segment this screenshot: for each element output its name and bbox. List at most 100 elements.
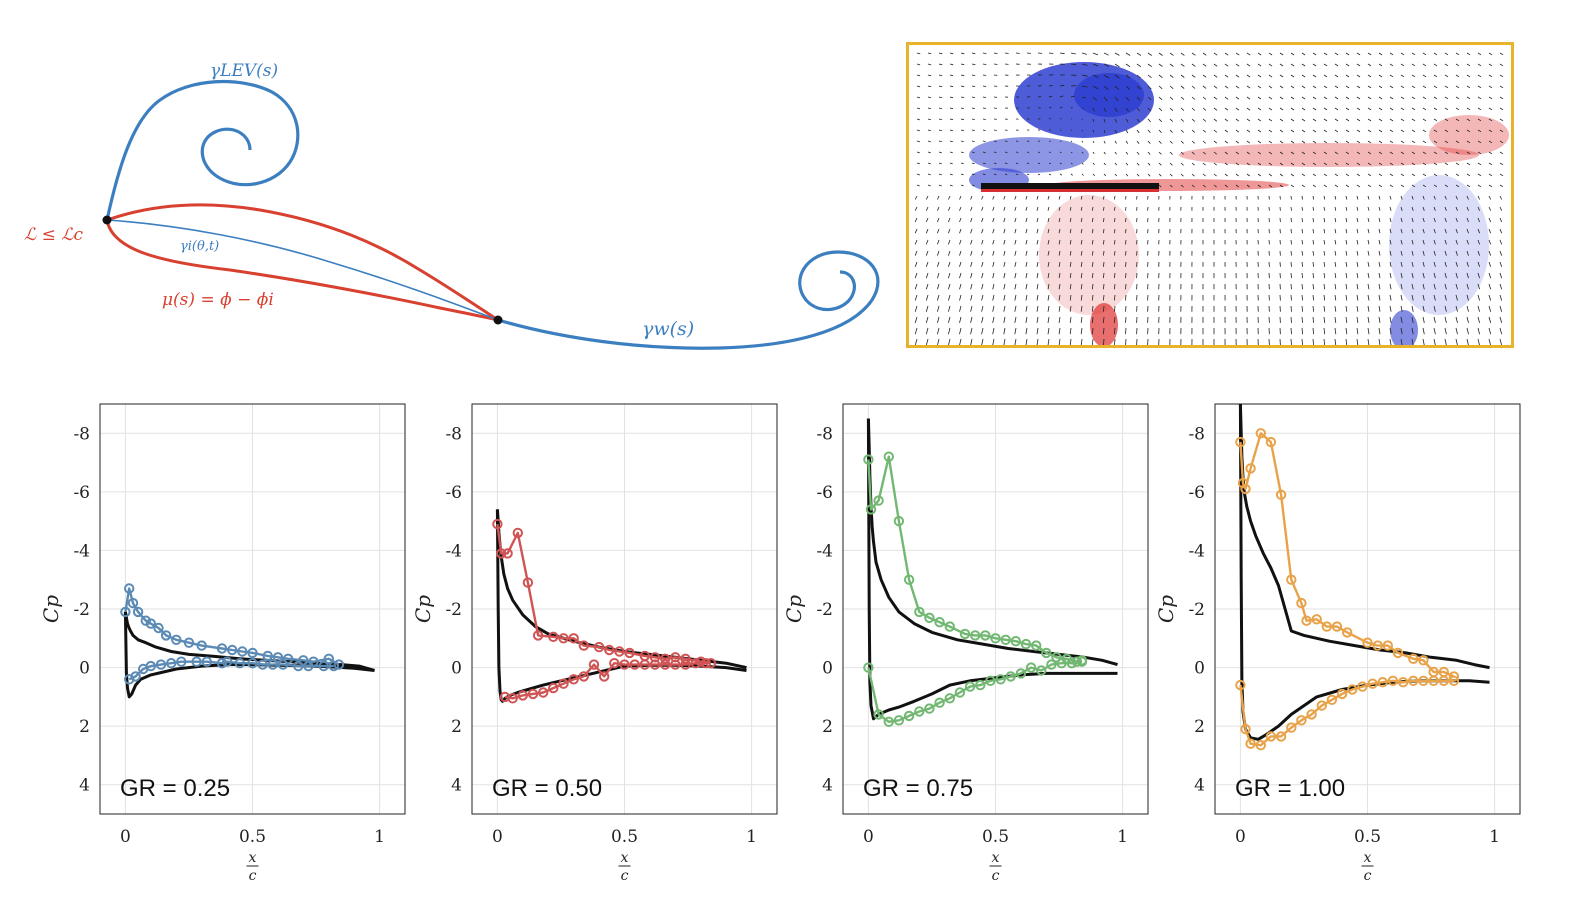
gr-label: GR = 0.50 (492, 775, 602, 802)
experiment-marker (1382, 640, 1394, 651)
y-axis-label: Cp (40, 595, 63, 623)
x-axis-label-denominator: c (992, 868, 1000, 884)
experiment-marker (1362, 637, 1373, 648)
experiment-marker (614, 646, 625, 657)
y-tick-label: -6 (73, 483, 90, 503)
gamma-i-label: γi(θ,t) (180, 239, 219, 254)
experiment-marker (578, 671, 590, 682)
experiment-marker (538, 687, 549, 698)
experiment-marker (171, 634, 182, 646)
x-axis-label-numerator: x (992, 850, 1000, 866)
experiment-marker (1245, 463, 1256, 474)
plot-content (492, 509, 747, 704)
experiment-marker (512, 527, 524, 539)
grid (472, 404, 777, 814)
experiment-marker (1306, 709, 1317, 720)
piv-vorticity-field (906, 42, 1514, 348)
grid (100, 404, 405, 814)
experiment-curve (124, 587, 340, 666)
experiment-marker (1418, 655, 1429, 666)
plot-frame (1214, 403, 1521, 815)
x-tick-label: 1 (1117, 827, 1128, 847)
x-tick-label: 0.5 (982, 827, 1009, 847)
experiment-marker (1051, 652, 1062, 663)
experiment-marker (1377, 677, 1388, 688)
y-tick-label: 0 (79, 659, 90, 679)
experiment-marker (333, 659, 345, 670)
experiment-marker (1066, 658, 1077, 669)
velocity-vectors (914, 52, 1504, 345)
experiment-marker (328, 660, 339, 672)
piv-image (914, 52, 1509, 345)
experiment-marker (914, 606, 925, 618)
experiment-marker (863, 662, 874, 673)
experiment-marker (323, 653, 334, 664)
experiment-marker (964, 681, 976, 692)
experiment-marker (599, 671, 610, 682)
y-tick-label: 2 (451, 717, 462, 737)
trailing-edge-point (493, 315, 503, 325)
x-tick-label: 0.5 (239, 827, 266, 847)
experiment-marker (903, 710, 915, 722)
experiment-marker (873, 495, 884, 506)
experiment-marker (247, 647, 258, 659)
x-axis-label-denominator: c (621, 868, 629, 884)
experiment-marker (1316, 700, 1328, 711)
experiment-marker (1296, 597, 1307, 609)
plot-frame (842, 403, 1149, 815)
x-tick-label: 0 (492, 827, 503, 847)
experiment-marker (1286, 722, 1297, 733)
cp-panel-2: 0 0.5 1 -8 -6 -4 -2 0 2 4 Cp xc GR = 0.50 (412, 403, 778, 884)
experiment-marker (670, 659, 681, 670)
experiment-marker (282, 653, 294, 664)
y-tick-label: -4 (73, 541, 90, 561)
experiment-marker (1342, 627, 1353, 638)
experiment-marker (548, 631, 559, 643)
experiment-marker (267, 659, 279, 670)
vorticity-patch (1389, 175, 1489, 315)
experiment-marker (216, 643, 228, 654)
experiment-marker (609, 658, 620, 669)
experiment-marker (1428, 675, 1439, 686)
experiment-marker (527, 688, 539, 700)
y-tick-label: -4 (445, 541, 462, 561)
y-tick-label: -8 (445, 424, 462, 444)
experiment-marker (914, 706, 925, 717)
experiment-marker (1367, 678, 1378, 689)
x-axis-label-denominator: c (1364, 868, 1372, 884)
experiment-marker (1237, 477, 1249, 489)
vortex-schematic: γLEV(s) ℒ ≤ ℒc γi(θ,t) μ(s) = ϕ − ϕi γw(… (24, 61, 880, 350)
experiment-marker (155, 659, 167, 670)
lower-shear-layer (105, 219, 499, 322)
experiment-marker (865, 504, 877, 515)
experiment-marker (990, 633, 1001, 644)
gr-label: GR = 0.75 (863, 775, 973, 802)
cp-panel-3: 0 0.5 1 -8 -6 -4 -2 0 2 4 Cp xc GR = 0.75 (783, 403, 1149, 884)
y-axis-label: Cp (1155, 595, 1178, 623)
experiment-marker (517, 690, 529, 701)
experiment-marker (1031, 640, 1042, 651)
experiment-marker (153, 622, 164, 634)
experiment-marker (1336, 688, 1348, 700)
experiment-marker (680, 653, 691, 664)
upper-shear-layer (106, 203, 499, 322)
y-tick-label: 4 (1194, 776, 1205, 796)
y-tick-label: 2 (822, 717, 833, 737)
experiment-marker (191, 656, 202, 667)
experiment-marker (1408, 653, 1419, 664)
experiment-marker (568, 633, 579, 644)
experiment-marker (216, 658, 228, 669)
experiment-marker (1331, 621, 1343, 632)
experiment-marker (680, 659, 691, 670)
experiment-marker (145, 660, 157, 672)
cp-panel-1: 0 0.5 1 -8 -6 -4 -2 0 2 4 Cp xc GR = 0.25 (40, 403, 406, 884)
experiment-marker (176, 656, 187, 667)
experiment-marker (1255, 428, 1267, 439)
experiment-curve (128, 660, 334, 681)
experiment-marker (1041, 647, 1052, 659)
experiment-marker (221, 656, 233, 667)
x-tick-label: 1 (1489, 827, 1500, 847)
experiment-marker (959, 628, 971, 640)
experiment-marker (934, 617, 945, 628)
y-tick-label: -2 (1188, 600, 1205, 620)
